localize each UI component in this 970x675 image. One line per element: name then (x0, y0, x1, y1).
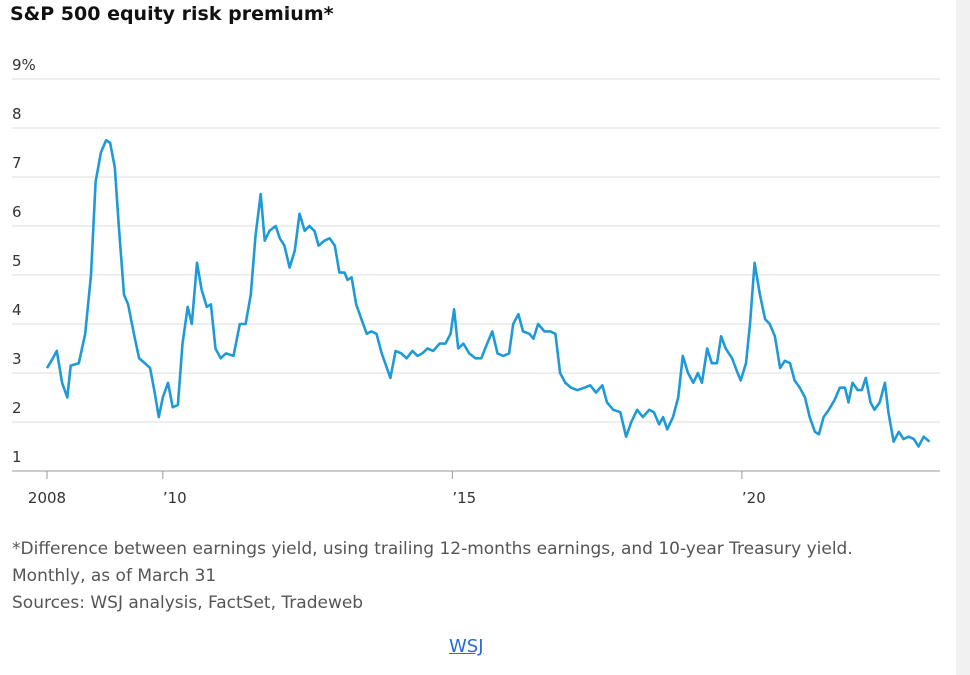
chart-title: S&P 500 equity risk premium* (10, 3, 334, 25)
y-tick-label: 9% (12, 56, 36, 74)
scroll-edge (956, 0, 970, 675)
y-tick-label: 5 (12, 252, 22, 270)
x-tick-label: ’15 (452, 489, 476, 507)
y-tick-label: 4 (12, 301, 22, 319)
line (45, 139, 931, 448)
x-tick-label: 2008 (28, 489, 66, 507)
notes: *Difference between earnings yield, usin… (12, 536, 912, 617)
footnote: *Difference between earnings yield, usin… (12, 539, 853, 586)
wsj-link[interactable]: WSJ (449, 636, 484, 657)
x-tick-label: ’10 (163, 489, 187, 507)
y-tick-label: 3 (12, 350, 22, 368)
x-tick-label: ’20 (742, 489, 766, 507)
y-tick-label: 7 (12, 154, 22, 172)
chart: S&P 500 equity risk premium* 1 2 3 4 5 6 7 8 9% 2… (10, 3, 940, 507)
y-tick-label: 2 (12, 399, 22, 417)
y-tick-label: 1 (12, 448, 22, 466)
y-tick-label: 8 (12, 105, 22, 123)
y-tick-label: 6 (12, 203, 22, 221)
sources: Sources: WSJ analysis, FactSet, Tradeweb (12, 593, 364, 613)
